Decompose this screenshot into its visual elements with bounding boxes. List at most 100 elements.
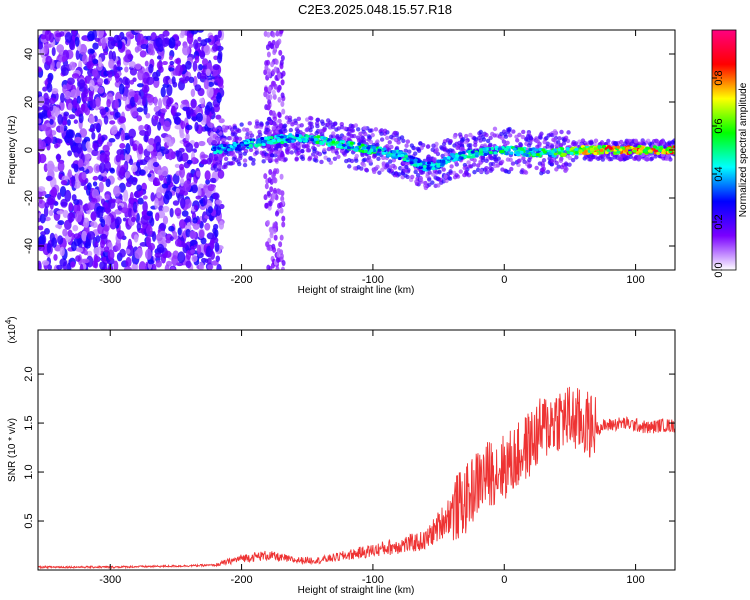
spectrogram-cell	[494, 158, 499, 164]
spectrogram-cell	[346, 132, 351, 137]
spectrogram-cell	[272, 121, 277, 127]
spectrogram-cell	[198, 261, 205, 270]
spectrogram-cell	[612, 155, 618, 160]
spectrogram-cell	[47, 195, 56, 205]
spectrogram-cell	[123, 189, 129, 202]
spectrogram-cell	[565, 147, 570, 151]
spectrogram-cell	[265, 44, 270, 51]
spectrogram-cell	[284, 115, 290, 120]
spectrogram-cell	[454, 173, 459, 178]
spectrogram-cell	[457, 140, 462, 146]
spectrogram-cell	[654, 139, 660, 144]
spectrogram-cell	[164, 190, 173, 200]
spectrogram-cell	[436, 160, 441, 164]
spectrogram-cell	[128, 61, 136, 68]
spectrogram-cell	[563, 135, 569, 141]
spectrogram-cell	[201, 58, 209, 66]
spectrogram-cell	[561, 141, 567, 146]
spectrogram-cell	[474, 154, 479, 158]
spectrogram-cell	[86, 250, 93, 257]
spectrogram-cell	[443, 151, 449, 157]
spectrogram-cell	[207, 264, 214, 270]
spectrogram-cell	[124, 77, 131, 86]
spectrogram-cell	[181, 242, 187, 248]
spectrogram-cell	[375, 142, 380, 148]
spectrogram-cell	[64, 189, 72, 202]
spectrogram-cell	[145, 35, 152, 41]
spectrogram-cell	[114, 111, 121, 119]
spectrogram-cell	[150, 192, 155, 202]
spectrogram-cell	[373, 127, 379, 132]
spectrogram-cell	[107, 36, 115, 41]
spectrogram-cell	[616, 145, 621, 149]
spectrogram-cell	[343, 126, 348, 131]
spectrogram-cell	[57, 160, 65, 172]
spectrogram-cell	[85, 141, 91, 150]
spectrogram-cell	[441, 141, 447, 147]
spectrogram-cell	[484, 165, 489, 171]
spectrogram-cell	[468, 143, 473, 148]
spectrogram-cell	[215, 114, 222, 120]
spectrogram-cell	[189, 249, 196, 254]
spectrogram-cell	[185, 60, 192, 70]
spectrogram-cell	[419, 145, 424, 151]
spectrogram-cell	[404, 143, 409, 148]
spectrogram-cell	[132, 111, 139, 116]
spectrogram-cell	[55, 224, 62, 229]
spectrogram-cell	[307, 115, 313, 121]
spectrogram-cell	[241, 127, 247, 132]
spectrogram-cell	[68, 137, 74, 146]
spectrogram-cell	[560, 147, 565, 151]
spectrogram-cell	[72, 97, 78, 109]
spectrogram-cell	[91, 132, 96, 140]
spectrogram-cell	[200, 39, 208, 47]
spectrogram-cell	[353, 123, 359, 128]
spectrogram-cell	[504, 169, 509, 174]
spectrogram-cell	[183, 198, 192, 209]
spectrogram-cell	[204, 222, 211, 231]
spectrogram-cell	[192, 217, 198, 224]
spectrogram-cell	[511, 129, 516, 134]
spectrogram-cell	[79, 128, 88, 138]
spectrogram-cell	[44, 136, 52, 145]
spectrogram-cell	[499, 131, 504, 137]
spectrogram-cell	[522, 159, 527, 164]
spectrogram-cell	[641, 141, 647, 147]
spectrogram-cell	[200, 154, 209, 159]
spectrogram-cell	[319, 159, 324, 165]
spectrogram-cell	[132, 77, 137, 83]
spectrogram-cell	[203, 79, 209, 90]
spectrogram-cell	[397, 151, 402, 155]
spectrogram-cell	[534, 165, 539, 171]
spectrogram-cell	[260, 136, 265, 141]
spectrogram-cell	[301, 137, 306, 141]
spectrogram-cell	[96, 30, 104, 39]
spectrogram-cell	[563, 161, 569, 166]
spectrogram-cell	[608, 146, 613, 150]
spectrogram-cell	[157, 200, 163, 207]
spectrogram-cell	[168, 37, 176, 49]
spectrogram-cell	[457, 132, 463, 137]
spectrogram-cell	[236, 144, 241, 148]
x-tick-label: 100	[626, 274, 644, 286]
spectrogram-cell	[103, 246, 110, 253]
spectrogram-cell	[193, 75, 198, 88]
spectrogram-cell	[279, 157, 285, 162]
spectrogram-cell	[62, 210, 69, 218]
spectrogram-cell	[331, 140, 336, 144]
spectrogram-cell	[472, 169, 477, 175]
spectrogram-cell	[593, 138, 599, 143]
spectrogram-cell	[171, 255, 179, 267]
spectrogram-cell	[205, 68, 211, 77]
spectrogram-cell	[637, 155, 642, 161]
spectrogram-cell	[146, 76, 155, 86]
spectrogram-cell	[625, 146, 630, 150]
spectrogram-cell	[314, 150, 320, 156]
spectrogram-cell	[82, 217, 90, 228]
spectrogram-cell	[147, 259, 155, 265]
spectrogram-cell	[189, 239, 198, 246]
spectrogram-cell	[138, 261, 146, 270]
spectrogram-cell	[116, 60, 122, 67]
spectrogram-cell	[487, 143, 493, 148]
spectrogram-cell	[525, 149, 530, 154]
